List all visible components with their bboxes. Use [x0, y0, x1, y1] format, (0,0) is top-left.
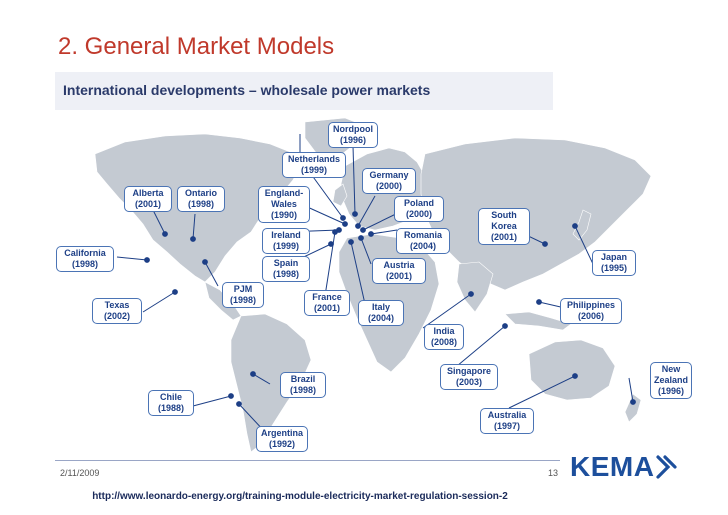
label-ireland: Ireland (1999) [262, 228, 310, 254]
label-poland: Poland (2000) [394, 196, 444, 222]
label-singapore: Singapore (2003) [440, 364, 498, 390]
label-year: (1990) [270, 210, 297, 220]
label-year: (2004) [367, 313, 394, 323]
label-name: Spain [273, 258, 299, 268]
label-year: (2001) [490, 232, 517, 242]
label-new-zealand: New Zealand (1996) [650, 362, 692, 399]
label-year: (1988) [157, 403, 184, 413]
australia-shape [528, 339, 616, 401]
label-name: Argentina [260, 428, 303, 438]
indonesia-shape [504, 311, 572, 331]
label-nordpool: Nordpool (1996) [328, 122, 378, 148]
label-name: Alberta [132, 188, 164, 198]
subtitle-bar: International developments – wholesale p… [55, 72, 553, 110]
label-name: South Korea [491, 210, 517, 231]
label-year: (1996) [339, 135, 366, 145]
slide-title: 2. General Market Models [58, 33, 335, 60]
label-year: (1999) [300, 165, 327, 175]
label-germany: Germany (2000) [362, 168, 416, 194]
label-year: (2006) [577, 311, 604, 321]
label-japan: Japan (1995) [592, 250, 636, 276]
label-name: Nordpool [333, 124, 373, 134]
label-netherlands: Netherlands (1999) [282, 152, 346, 178]
label-name: Romania [403, 230, 442, 240]
page-number: 13 [548, 468, 559, 478]
label-name: Japan [600, 252, 627, 262]
label-spain: Spain (1998) [262, 256, 310, 282]
label-year: (2003) [455, 377, 482, 387]
label-name: England-Wales [264, 188, 304, 209]
label-pjm: PJM (1998) [222, 282, 264, 308]
footer-url[interactable]: http://www.leonardo-energy.org/training-… [92, 491, 508, 502]
label-year: (2008) [430, 337, 457, 347]
label-california: California (1998) [56, 246, 114, 272]
label-name: Austria [383, 260, 415, 270]
label-alberta: Alberta (2001) [124, 186, 172, 212]
label-name: Germany [369, 170, 409, 180]
label-year: (1998) [187, 199, 214, 209]
label-texas: Texas (2002) [92, 298, 142, 324]
label-year: (1998) [272, 269, 299, 279]
label-year: (1996) [657, 386, 684, 396]
label-year: (1999) [272, 241, 299, 251]
label-italy: Italy (2004) [358, 300, 404, 326]
label-name: France [312, 292, 342, 302]
india-shape [456, 261, 494, 313]
japan-shape [572, 209, 592, 241]
label-australia: Australia (1997) [480, 408, 534, 434]
label-year: (1998) [289, 385, 316, 395]
label-austria: Austria (2001) [372, 258, 426, 284]
label-name: India [433, 326, 455, 336]
uk-shape [332, 183, 348, 207]
label-name: Australia [487, 410, 527, 420]
label-year: (2004) [409, 241, 436, 251]
label-romania: Romania (2004) [396, 228, 450, 254]
label-year: (2001) [134, 199, 161, 209]
label-name: PJM [233, 284, 253, 294]
label-name: Texas [104, 300, 130, 310]
footer-divider [55, 460, 560, 461]
label-philippines: Philippines (2006) [560, 298, 622, 324]
footer-date: 2/11/2009 [60, 468, 100, 478]
label-argentina: Argentina (1992) [256, 426, 308, 452]
label-year: (2001) [313, 303, 340, 313]
label-england-wales: England-Wales (1990) [258, 186, 310, 223]
label-name: California [64, 248, 106, 258]
label-name: New Zealand [653, 364, 688, 385]
world-map [94, 117, 652, 453]
label-name: Poland [403, 198, 434, 208]
label-name: Chile [159, 392, 182, 402]
label-name: Singapore [446, 366, 491, 376]
label-name: Ireland [271, 230, 301, 240]
label-chile: Chile (1988) [148, 390, 194, 416]
label-india: India (2008) [424, 324, 464, 350]
new-zealand-shape [624, 393, 642, 423]
label-year: (2000) [405, 209, 432, 219]
label-year: (1995) [600, 263, 627, 273]
label-year: (1998) [71, 259, 98, 269]
label-name: Brazil [290, 374, 316, 384]
label-year: (2002) [103, 311, 130, 321]
label-name: Netherlands [287, 154, 340, 164]
label-ontario: Ontario (1998) [177, 186, 225, 212]
kema-logo: KEMA [570, 451, 677, 482]
svg-text:KEMA: KEMA [570, 451, 654, 482]
label-year: (1998) [229, 295, 256, 305]
label-year: (1992) [268, 439, 295, 449]
subtitle: International developments – wholesale p… [63, 82, 431, 98]
label-name: Philippines [566, 300, 615, 310]
label-year: (2001) [385, 271, 412, 281]
label-south-korea: South Korea (2001) [478, 208, 530, 245]
label-name: Italy [371, 302, 390, 312]
label-year: (1997) [493, 421, 520, 431]
label-name: Ontario [184, 188, 217, 198]
label-brazil: Brazil (1998) [280, 372, 326, 398]
label-france: France (2001) [304, 290, 350, 316]
label-year: (2000) [375, 181, 402, 191]
